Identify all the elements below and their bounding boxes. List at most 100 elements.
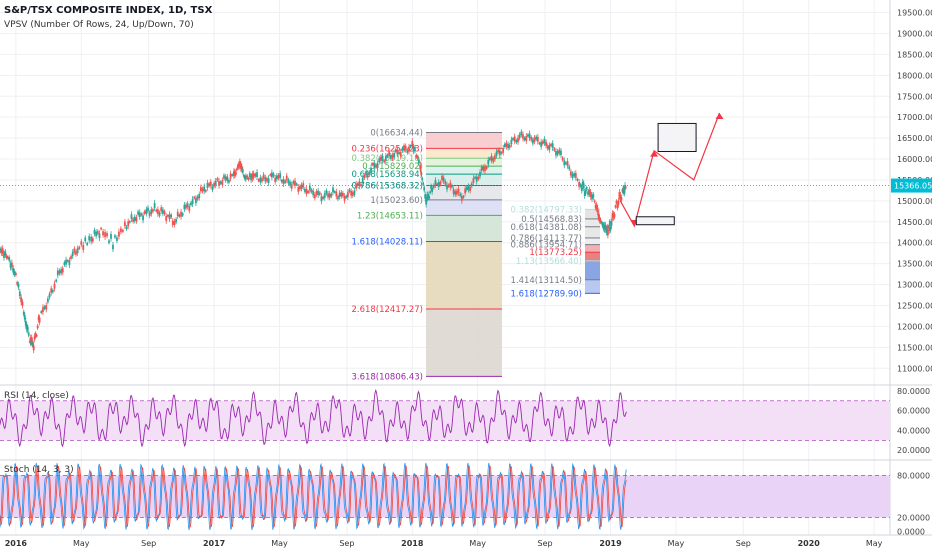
price-candle-body	[540, 141, 543, 147]
rsi-tick-label: 20.0000	[897, 446, 930, 455]
price-candle-body	[246, 175, 249, 178]
price-tick-label: 18500.00	[897, 50, 932, 59]
rsi-band-fill	[0, 400, 890, 441]
x-tick-label: Sep	[736, 539, 751, 548]
price-candle-body	[597, 213, 600, 219]
price-candle-body	[284, 180, 287, 183]
price-candle-body	[17, 283, 20, 288]
price-candle-body	[606, 230, 609, 236]
price-candle-body	[32, 342, 34, 346]
price-candle-body	[462, 195, 465, 198]
price-candle-body	[525, 136, 528, 141]
price-candle-body	[581, 181, 584, 187]
price-candle-body	[472, 178, 475, 183]
fib-left-label: 0.382(16019.10)	[351, 154, 423, 164]
price-candle-body	[112, 244, 114, 250]
chart-title: S&P/TSX COMPOSITE INDEX, 1D, TSX	[4, 5, 213, 16]
price-candle-body	[130, 214, 133, 220]
x-tick-label: 2017	[203, 539, 225, 548]
price-candle-body	[366, 173, 369, 178]
vpsv-indicator-label: VPSV (Number Of Rows, 24, Up/Down, 70)	[4, 20, 194, 30]
price-candle-body	[261, 178, 263, 182]
fib-left-label: 0(16634.44)	[370, 128, 423, 138]
price-candle-body	[158, 212, 161, 216]
price-candle-body	[18, 291, 21, 297]
price-candle-body	[624, 186, 627, 189]
price-candle-body	[608, 220, 611, 224]
price-candle-body	[580, 187, 583, 192]
price-candle-body	[132, 218, 135, 222]
price-candle-body	[285, 175, 288, 181]
price-tick-label: 13500.00	[897, 260, 932, 269]
price-candle-body	[95, 231, 98, 237]
price-candle-body	[346, 192, 349, 198]
x-tick-label: 2016	[5, 539, 28, 548]
price-candle-body	[355, 183, 358, 189]
price-candle-body	[229, 173, 232, 179]
price-candle-body	[513, 136, 516, 142]
price-candle-body	[332, 187, 334, 193]
price-candle-body	[236, 164, 239, 168]
fib-right-label: 0.886(13954.71)	[510, 241, 582, 251]
price-candle-body	[490, 155, 493, 161]
fib-left-band	[426, 158, 502, 167]
price-candle-body	[399, 151, 402, 157]
price-candle-body	[56, 270, 59, 276]
price-candle-body	[93, 230, 96, 235]
price-candle-body	[434, 180, 437, 185]
price-candle-body	[335, 191, 338, 197]
price-candle-body	[503, 143, 506, 147]
price-candle-body	[368, 171, 371, 175]
price-candle-body	[51, 289, 54, 293]
fib-left-band	[426, 215, 502, 242]
price-candle-body	[104, 232, 106, 237]
price-candle-body	[165, 216, 168, 221]
fib-left-label: 1.618(14028.11)	[351, 238, 423, 248]
fib-left-label: 2.618(12417.27)	[351, 305, 423, 315]
price-candle-body	[423, 186, 426, 191]
price-candle-body	[605, 228, 608, 233]
price-candle-body	[127, 221, 130, 227]
price-candle-body	[394, 149, 397, 152]
price-candle-body	[576, 178, 579, 181]
price-candle-body	[68, 260, 71, 266]
price-tick-label: 17000.00	[897, 113, 932, 122]
price-candle-body	[223, 175, 225, 179]
price-candle-body	[328, 193, 331, 198]
price-candle-body	[482, 166, 485, 171]
fib-right-band	[585, 237, 600, 245]
price-candle-body	[475, 176, 478, 182]
price-candle-body	[608, 226, 611, 232]
price-candle-body	[191, 199, 194, 205]
price-candle-body	[257, 179, 260, 182]
price-candle-body	[421, 177, 424, 181]
price-candle-body	[317, 190, 320, 196]
price-candle-body	[214, 180, 217, 186]
price-candle-body	[208, 183, 211, 187]
price-candle-body	[38, 317, 41, 323]
price-candle-body	[226, 176, 229, 181]
price-candle-body	[348, 189, 351, 192]
price-candle-body	[447, 184, 450, 187]
fib-left-label: 1.23(14653.11)	[357, 211, 423, 221]
price-candle-body	[560, 150, 562, 156]
price-candle-body	[429, 191, 432, 194]
price-candle-body	[166, 215, 169, 217]
price-candle-body	[71, 251, 74, 257]
price-tick-label: 17500.00	[897, 92, 932, 101]
price-candle-body	[231, 174, 234, 176]
price-candle-body	[500, 152, 503, 154]
price-candle-body	[565, 162, 567, 165]
rsi-label: RSI (14, close)	[4, 391, 69, 401]
price-candle-body	[351, 192, 354, 196]
price-candle-body	[42, 307, 44, 313]
price-candle-body	[599, 219, 602, 223]
price-candle-body	[78, 246, 81, 249]
price-candle-body	[345, 195, 348, 198]
price-candle-body	[497, 149, 500, 153]
price-candle-body	[22, 311, 25, 315]
x-tick-label: May	[73, 539, 90, 548]
price-candle-body	[610, 221, 613, 226]
price-candle-body	[623, 190, 626, 195]
